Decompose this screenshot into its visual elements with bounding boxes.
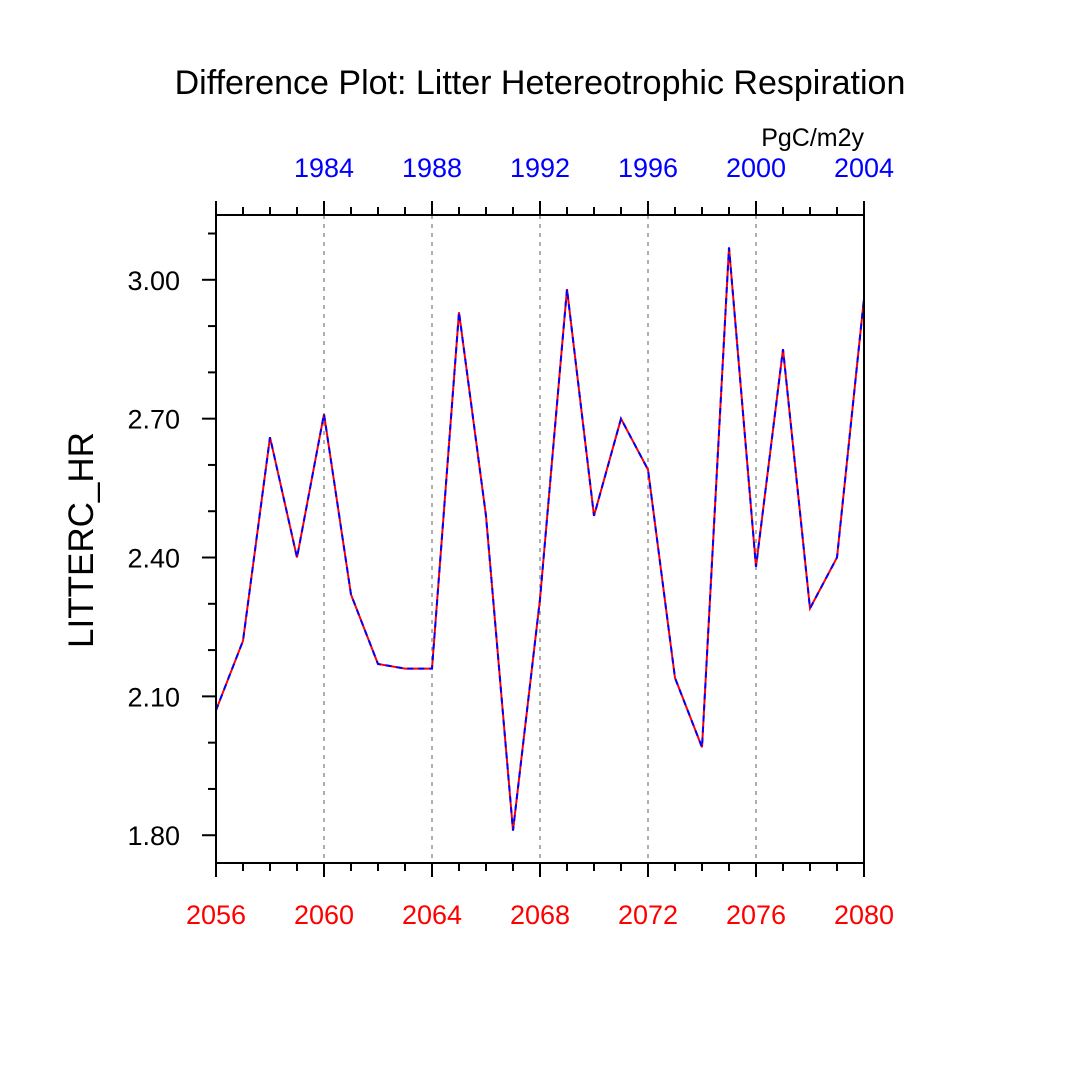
units-label: PgC/m2y bbox=[761, 124, 864, 152]
series-line-2 bbox=[215, 247, 865, 831]
x-tick-label: 2068 bbox=[510, 900, 570, 930]
y-tick-label: 1.80 bbox=[127, 821, 180, 851]
top-axis-tick-label: 1992 bbox=[510, 153, 570, 183]
y-tick-label: 2.70 bbox=[127, 405, 180, 435]
top-axis-tick-label: 2004 bbox=[834, 153, 894, 183]
top-axis-tick-label: 1988 bbox=[402, 153, 462, 183]
tick-layer: 2056 2060 2064 2068 2072 2076 2080 1984 1988 1992… bbox=[127, 153, 894, 930]
grid-layer bbox=[323, 215, 757, 863]
series-layer bbox=[215, 247, 865, 831]
y-tick-label: 3.00 bbox=[127, 266, 180, 296]
x-tick-label: 2064 bbox=[402, 900, 462, 930]
x-tick-label: 2072 bbox=[618, 900, 678, 930]
top-axis-tick-label: 2000 bbox=[726, 153, 786, 183]
x-tick-label: 2080 bbox=[834, 900, 894, 930]
y-tick-label: 2.10 bbox=[127, 682, 180, 712]
chart-title: Difference Plot: Litter Hetereotrophic R… bbox=[175, 64, 906, 102]
x-tick-label: 2076 bbox=[726, 900, 786, 930]
top-axis-tick-label: 1984 bbox=[294, 153, 354, 183]
y-axis-label: LITTERC_HR bbox=[62, 432, 101, 648]
top-axis-tick-label: 1996 bbox=[618, 153, 678, 183]
x-tick-label: 2056 bbox=[186, 900, 246, 930]
y-tick-label: 2.40 bbox=[127, 544, 180, 574]
x-tick-label: 2060 bbox=[294, 900, 354, 930]
